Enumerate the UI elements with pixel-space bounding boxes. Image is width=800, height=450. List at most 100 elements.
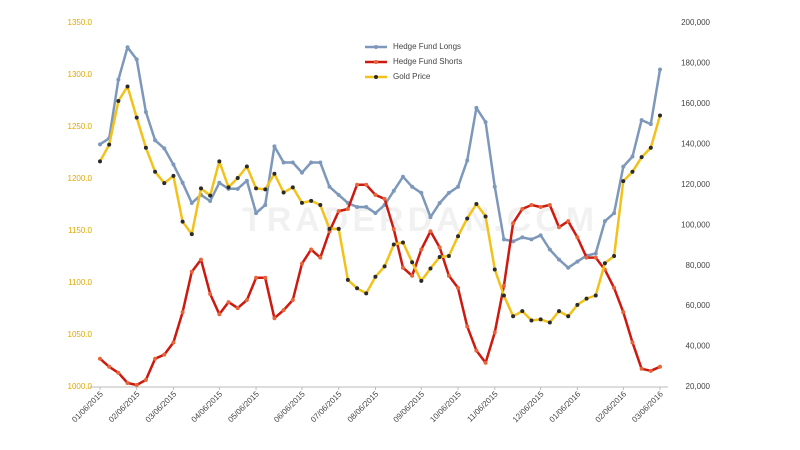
y-tick-label: 1350.0 [68,18,93,27]
point [299,170,304,175]
point [309,160,314,165]
point [391,242,396,247]
point [217,180,222,185]
point [217,159,222,164]
point [648,145,653,150]
point [520,309,525,314]
point [410,273,415,278]
point [98,356,102,361]
point [612,211,617,216]
point [621,310,626,315]
point [465,216,470,221]
point [235,186,240,191]
point [226,185,231,190]
x-tick-label: 06/06/2015 [272,389,307,424]
point [621,164,626,169]
x-tick-label: 01/06/2015 [70,389,105,424]
point [272,171,277,176]
point [465,158,470,163]
x-tick-label: 12/06/2015 [511,389,546,424]
x-tick-label: 03/06/2016 [630,389,665,424]
point [281,190,286,195]
point [483,360,488,365]
point [272,316,277,321]
point [658,113,662,118]
point [639,118,644,123]
point [143,377,148,382]
point [180,180,185,185]
point [465,324,470,329]
point [593,255,598,260]
point [474,105,479,110]
y-tick-label: 1250.0 [68,122,93,131]
point [630,340,635,345]
point [419,247,424,252]
point [254,275,259,280]
point [437,245,442,250]
x-tick-label: 04/06/2015 [190,389,225,424]
point [529,318,534,323]
point [658,67,662,72]
point [612,285,617,290]
point [538,205,543,210]
point [501,237,506,242]
point [474,201,479,206]
point [318,203,323,207]
y2-tick-label: 160,000 [681,99,710,108]
point [272,144,277,149]
point [410,184,415,189]
point [309,198,314,203]
legend-label: Hedge Fund Longs [393,42,461,51]
point [116,77,121,82]
point [364,291,369,296]
point [529,203,534,207]
point [263,275,268,280]
y2-tick-label: 140,000 [681,139,710,148]
x-tick-label: 09/06/2015 [392,389,427,424]
watermark: TRADERDAN.COM [242,201,598,239]
point [244,178,249,183]
point [336,192,341,197]
y2-tick-label: 40,000 [686,342,711,351]
point [171,162,176,167]
point [547,203,552,207]
point [557,225,562,230]
point [501,293,506,298]
point [630,169,635,174]
point [520,235,525,240]
point [153,138,158,143]
point [630,154,635,159]
point [107,142,112,147]
point [98,142,102,147]
point [171,340,176,345]
point [263,187,268,192]
point [336,209,341,214]
point [318,160,323,165]
point [566,219,571,224]
point [373,192,378,197]
point [593,251,598,256]
point [520,207,525,212]
point [639,155,644,160]
point [483,120,488,125]
point [373,274,378,279]
legend-marker [374,75,378,79]
point [134,115,139,120]
point [134,57,139,62]
point [345,207,350,212]
point [217,312,222,317]
y-tick-label: 1150.0 [68,226,92,235]
point [410,260,415,265]
point [538,233,543,238]
point [143,145,148,150]
point [189,200,194,205]
point [621,179,626,184]
point [400,240,405,245]
point [299,200,304,205]
point [529,237,534,242]
point [364,182,369,187]
point [309,247,314,252]
point [143,109,148,114]
point [382,264,387,269]
point [208,198,213,203]
